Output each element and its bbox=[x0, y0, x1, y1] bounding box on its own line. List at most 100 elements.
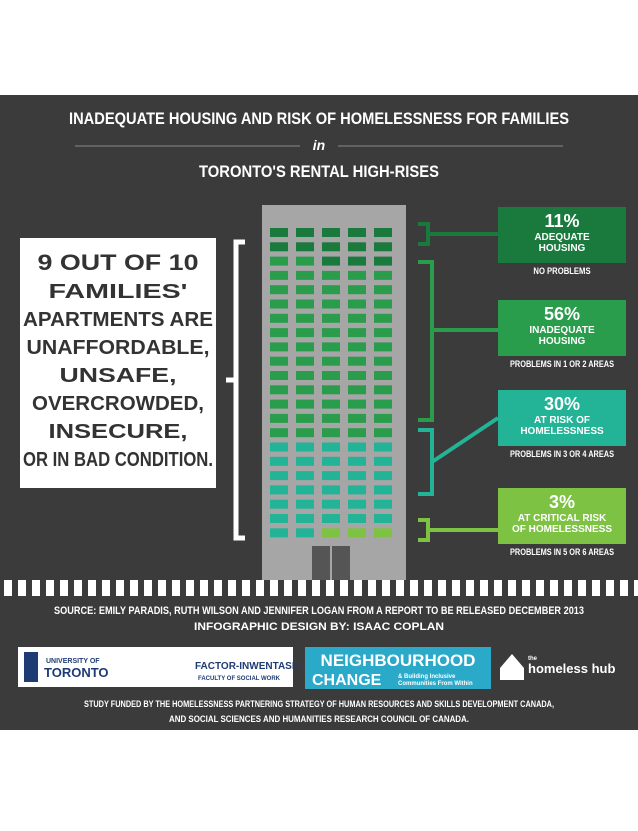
crest bbox=[24, 652, 38, 682]
window bbox=[322, 471, 340, 481]
connectors bbox=[418, 222, 500, 542]
stripe bbox=[606, 580, 614, 596]
stripe bbox=[564, 580, 572, 596]
window bbox=[270, 299, 288, 309]
window bbox=[374, 228, 392, 237]
stripe bbox=[354, 580, 362, 596]
window bbox=[270, 285, 288, 295]
callout-line: OR IN BAD CONDITION. bbox=[23, 449, 213, 471]
window bbox=[322, 514, 340, 523]
window bbox=[296, 442, 314, 452]
stripe bbox=[32, 580, 40, 596]
window bbox=[348, 228, 366, 237]
window bbox=[322, 228, 340, 237]
window bbox=[348, 356, 366, 366]
window bbox=[296, 514, 314, 523]
window bbox=[296, 299, 314, 309]
window bbox=[322, 256, 340, 266]
stripe bbox=[270, 580, 278, 596]
stripe bbox=[508, 580, 516, 596]
stripe bbox=[340, 580, 348, 596]
nc-sub: Communities From Within bbox=[398, 681, 473, 687]
callout-box bbox=[20, 238, 216, 488]
window bbox=[348, 299, 366, 309]
stripe bbox=[60, 580, 68, 596]
stripe bbox=[284, 580, 292, 596]
window bbox=[348, 514, 366, 523]
window bbox=[322, 456, 340, 466]
uoft: TORONTO bbox=[44, 665, 109, 680]
funding: STUDY FUNDED BY THE HOMELESSNESS PARTNER… bbox=[84, 699, 554, 709]
window bbox=[374, 242, 392, 252]
group-caption: NO PROBLEMS bbox=[533, 266, 590, 276]
group-percent: 56% bbox=[544, 304, 580, 324]
stripe bbox=[88, 580, 96, 596]
window bbox=[296, 385, 314, 395]
window bbox=[374, 328, 392, 338]
window bbox=[348, 371, 366, 380]
group-label: INADEQUATE bbox=[529, 325, 595, 336]
callout-line: INSECURE, bbox=[49, 421, 188, 443]
hub-small: the bbox=[528, 656, 538, 662]
group-label: AT RISK OF bbox=[534, 415, 590, 426]
stripe bbox=[536, 580, 544, 596]
window bbox=[296, 356, 314, 366]
window bbox=[296, 413, 314, 423]
window bbox=[374, 385, 392, 395]
window bbox=[374, 313, 392, 323]
group-percent: 30% bbox=[544, 394, 580, 414]
window bbox=[374, 399, 392, 409]
window bbox=[374, 371, 392, 380]
window bbox=[322, 356, 340, 366]
window bbox=[374, 514, 392, 523]
group-box bbox=[498, 300, 626, 356]
stripe bbox=[480, 580, 488, 596]
bracket bbox=[226, 239, 245, 541]
window bbox=[348, 413, 366, 423]
window bbox=[374, 299, 392, 309]
window bbox=[322, 485, 340, 495]
window bbox=[296, 528, 314, 538]
window bbox=[322, 413, 340, 423]
window bbox=[270, 471, 288, 481]
stripe bbox=[242, 580, 250, 596]
window bbox=[348, 528, 366, 538]
window bbox=[270, 456, 288, 466]
window bbox=[270, 371, 288, 380]
stripe bbox=[256, 580, 264, 596]
group-box bbox=[498, 207, 626, 263]
stripe bbox=[214, 580, 222, 596]
window bbox=[296, 471, 314, 481]
callout-line: APARTMENTS ARE bbox=[23, 309, 213, 331]
stripe bbox=[46, 580, 54, 596]
window bbox=[348, 385, 366, 395]
window bbox=[374, 442, 392, 452]
connector-line bbox=[418, 222, 498, 246]
window bbox=[348, 256, 366, 266]
stripe bbox=[298, 580, 306, 596]
window bbox=[348, 270, 366, 280]
stripe bbox=[578, 580, 586, 596]
stripe bbox=[172, 580, 180, 596]
window bbox=[322, 313, 340, 323]
uoft-small: UNIVERSITY OF bbox=[46, 658, 100, 665]
window bbox=[374, 528, 392, 538]
window bbox=[348, 428, 366, 438]
group-box bbox=[498, 390, 626, 446]
subtitle: TORONTO'S RENTAL HIGH-RISES bbox=[199, 162, 439, 181]
window bbox=[322, 285, 340, 295]
stripe bbox=[228, 580, 236, 596]
group-label: HOUSING bbox=[539, 336, 586, 347]
stripe bbox=[130, 580, 138, 596]
group-label: OF HOMELESSNESS bbox=[512, 524, 612, 535]
stripe bbox=[634, 580, 638, 596]
group-box bbox=[498, 488, 626, 544]
connector-line bbox=[418, 416, 500, 496]
stripe bbox=[620, 580, 628, 596]
window bbox=[348, 456, 366, 466]
callout-line: FAMILIES' bbox=[49, 281, 188, 303]
connector-line bbox=[418, 260, 498, 422]
window bbox=[348, 399, 366, 409]
stripe bbox=[522, 580, 530, 596]
